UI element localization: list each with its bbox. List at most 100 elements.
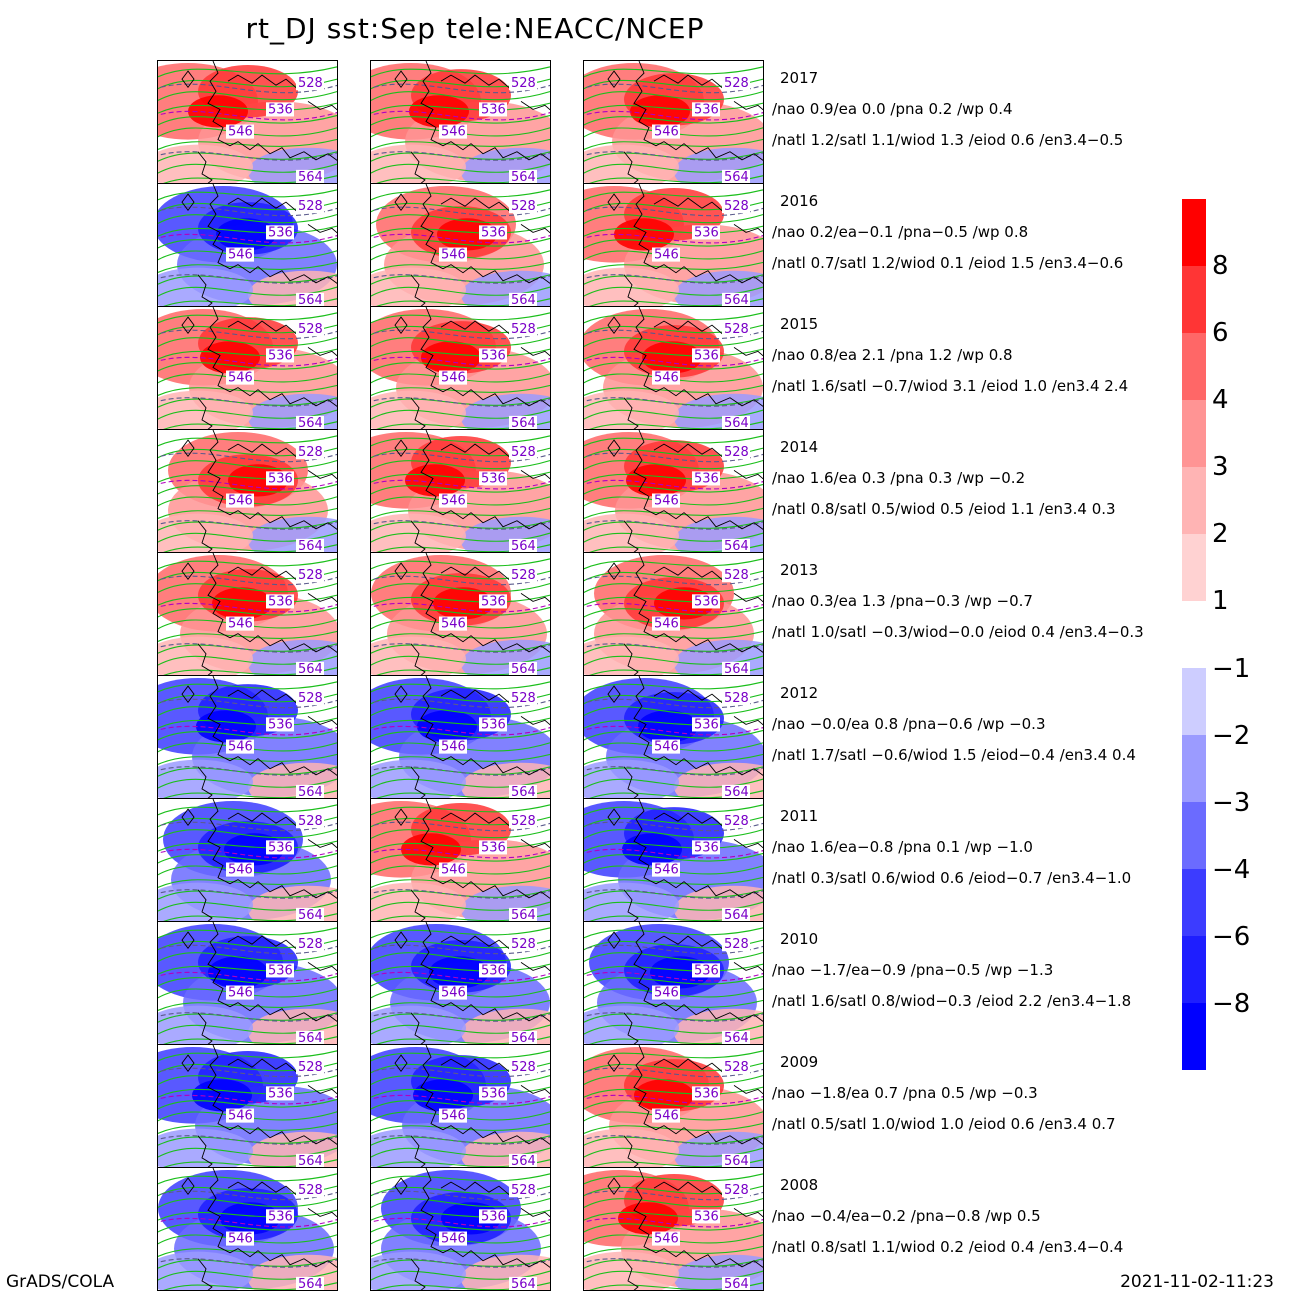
climatology-contour	[371, 643, 550, 653]
contour-label: 528	[509, 937, 537, 952]
svg-text:546: 546	[441, 371, 466, 386]
contour-label: 528	[509, 691, 537, 706]
height-contour	[158, 1270, 337, 1281]
height-contour	[584, 507, 763, 520]
height-contour	[158, 1197, 337, 1209]
colorbar-segment	[1182, 266, 1206, 333]
height-contour	[371, 630, 550, 643]
anomaly-core	[413, 1079, 473, 1112]
contour-label: 564	[296, 538, 324, 552]
contour-label: 546	[439, 616, 467, 632]
contour-label: 528	[296, 937, 324, 952]
contour-label: 546	[439, 247, 467, 263]
colorbar-tick-label: 3	[1212, 452, 1229, 482]
contour-label: 528	[722, 445, 750, 460]
svg-text:564: 564	[298, 785, 323, 799]
height-contour	[158, 729, 337, 741]
colorbar-segment	[1182, 936, 1206, 1003]
height-contour	[158, 963, 337, 975]
year-label: 2017	[780, 69, 819, 87]
height-contour	[584, 901, 763, 912]
climatology-contour	[371, 889, 550, 899]
height-contour	[371, 1074, 550, 1086]
height-contour	[158, 459, 337, 471]
climatology-contour	[584, 356, 763, 367]
contour-label: 564	[722, 292, 750, 306]
height-contour	[584, 1245, 763, 1258]
contour-label: 536	[266, 471, 294, 486]
svg-text:564: 564	[298, 662, 323, 676]
height-contour	[584, 804, 763, 816]
climatology-contour	[158, 725, 337, 736]
climatology-contour	[584, 1217, 763, 1228]
svg-text:536: 536	[268, 840, 293, 855]
svg-text:528: 528	[298, 937, 323, 952]
svg-text:536: 536	[481, 1086, 506, 1101]
map-svg: 528 536 546 564	[584, 553, 763, 675]
climatology-contour	[158, 1012, 337, 1022]
height-contour	[584, 336, 763, 348]
contour-label: 528	[296, 691, 324, 706]
svg-text:546: 546	[441, 125, 466, 140]
height-contour	[584, 286, 763, 297]
height-contour	[371, 1147, 550, 1158]
colorbar-tick-label: 8	[1212, 251, 1229, 281]
climatology-contour	[584, 602, 763, 613]
year-info-block: 2009/nao −1.8/ea 0.7 /pna 0.5 /wp −0.3/n…	[772, 1047, 1116, 1140]
height-contour	[371, 409, 550, 420]
climatology-contour	[158, 848, 337, 859]
height-contour	[584, 828, 763, 840]
contour-label: 546	[226, 985, 254, 1001]
island-outline	[607, 931, 621, 949]
height-contour	[158, 876, 337, 889]
map-svg: 528 536 546 564	[158, 184, 337, 306]
sst-indices: /natl 1.0/satl −0.3/wiod−0.0 /eiod 0.4 /…	[772, 623, 1144, 641]
anomaly-core	[630, 95, 690, 128]
height-contour	[371, 828, 550, 840]
svg-text:536: 536	[694, 594, 719, 609]
contour-label: 528	[722, 691, 750, 706]
climatology-contour	[584, 397, 763, 407]
colorbar-tick-label: −1	[1212, 654, 1251, 684]
height-contour	[371, 778, 550, 789]
height-contour	[158, 558, 337, 570]
svg-text:564: 564	[298, 1277, 323, 1291]
svg-text:528: 528	[724, 1183, 749, 1198]
climatology-contour	[158, 520, 337, 530]
contour-label: 528	[296, 76, 324, 91]
map-svg: 528 536 546 564	[371, 430, 550, 552]
contour-label: 528	[722, 814, 750, 829]
climatology-contour	[371, 1258, 550, 1268]
svg-text:546: 546	[228, 371, 253, 386]
height-contour	[158, 804, 337, 816]
map-panel: 528 536 546 564	[583, 183, 764, 307]
height-contour	[371, 1221, 550, 1233]
map-panel: 528 536 546 564	[583, 429, 764, 553]
climatology-contour	[371, 479, 550, 490]
contour-label: 564	[509, 292, 537, 307]
contour-label: 564	[509, 538, 537, 552]
svg-text:536: 536	[481, 963, 506, 978]
height-contour	[158, 138, 337, 151]
height-contour	[371, 435, 550, 447]
teleconnection-indices: /nao 1.6/ea 0.3 /pna 0.3 /wp −0.2	[772, 469, 1026, 487]
contour-label: 528	[722, 568, 750, 583]
island-outline	[607, 316, 621, 334]
height-contour	[371, 114, 550, 126]
map-svg: 528 536 546 564	[584, 922, 763, 1044]
contour-label: 564	[509, 907, 537, 921]
svg-text:564: 564	[511, 293, 536, 307]
contour-label: 546	[652, 1108, 680, 1124]
svg-text:528: 528	[298, 1183, 323, 1198]
height-contour	[584, 138, 763, 151]
colorbar-tick-label: −3	[1212, 788, 1251, 818]
teleconnection-indices: /nao −1.7/ea−0.9 /pna−0.5 /wp −1.3	[772, 961, 1054, 979]
contour-label: 564	[722, 784, 750, 798]
year-label: 2013	[780, 561, 819, 579]
contour-label: 528	[296, 445, 324, 460]
contour-label: 546	[652, 616, 680, 632]
climatology-contour	[371, 356, 550, 367]
height-contour	[584, 655, 763, 666]
height-contour	[371, 804, 550, 816]
map-svg: 528 536 546 564	[158, 1045, 337, 1167]
